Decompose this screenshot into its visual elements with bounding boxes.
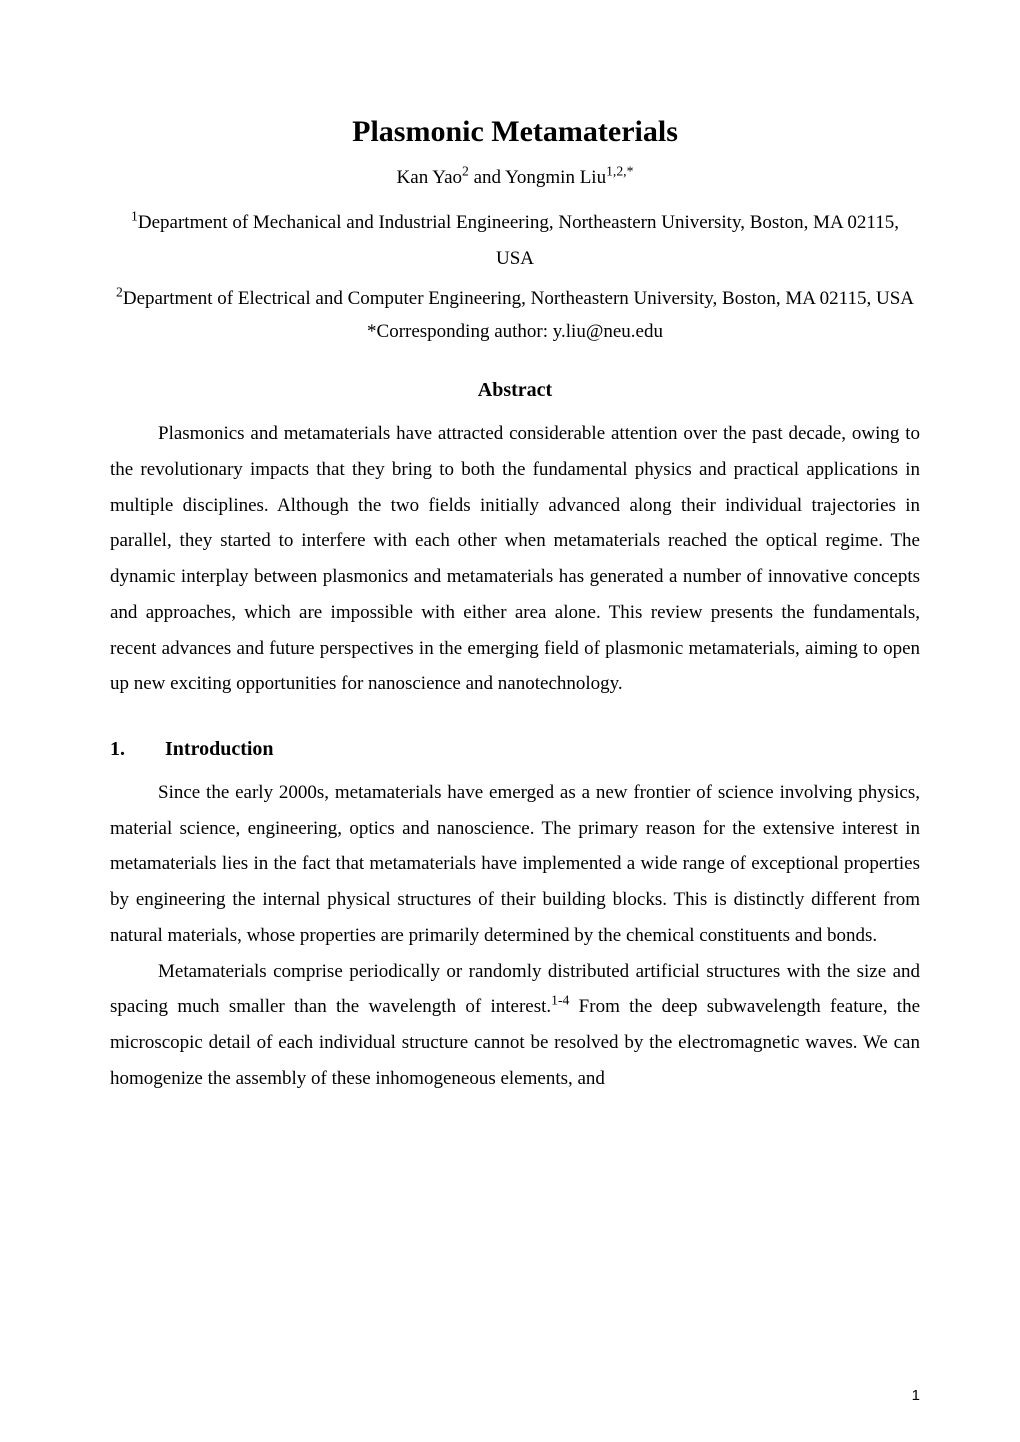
page-number: 1 [912, 1387, 920, 1404]
affiliation-1: 1Department of Mechanical and Industrial… [110, 205, 920, 277]
corresponding-author: *Corresponding author: y.liu@neu.edu [110, 321, 920, 343]
section-1-heading: 1. Introduction [110, 738, 920, 761]
abstract-body: Plasmonics and metamaterials have attrac… [110, 416, 920, 702]
section-1-para-1: Since the early 2000s, metamaterials hav… [110, 775, 920, 954]
abstract-heading: Abstract [110, 379, 920, 402]
authors-line: Kan Yao2 and Yongmin Liu1,2,* [110, 167, 920, 189]
paper-title: Plasmonic Metamaterials [110, 115, 920, 149]
section-title: Introduction [165, 738, 274, 760]
section-1-para-2: Metamaterials comprise periodically or r… [110, 954, 920, 1097]
affiliation-2: 2Department of Electrical and Computer E… [110, 281, 920, 317]
section-number: 1. [110, 738, 160, 761]
